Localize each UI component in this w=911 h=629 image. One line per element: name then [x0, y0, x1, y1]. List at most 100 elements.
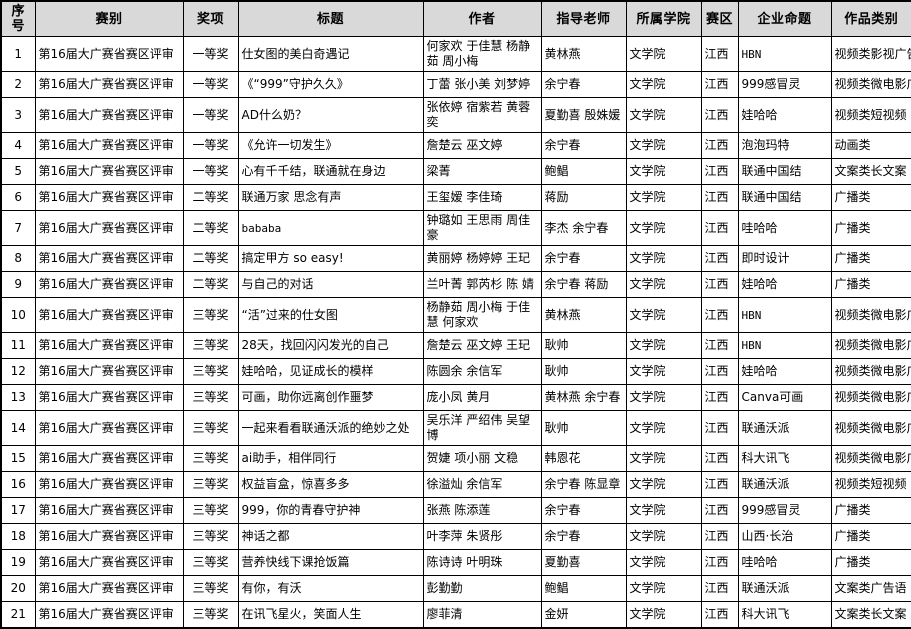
cell-race: 第16届大广赛省赛区评审 [34, 332, 184, 359]
cell-prize: 三等奖 [182, 384, 239, 411]
column-header-topic: 企业命题 [737, 0, 832, 37]
cell-race: 第16届大广赛省赛区评审 [34, 497, 184, 524]
cell-title: 权益盲盒，惊喜多多 [237, 471, 424, 498]
cell-prize: 二等奖 [182, 184, 239, 211]
cell-seq: 12 [0, 358, 36, 385]
cell-seq: 13 [0, 384, 36, 411]
cell-college: 文学院 [625, 601, 702, 628]
cell-title: 999，你的青春守护神 [237, 497, 424, 524]
cell-title: 可画，助你远离创作噩梦 [237, 384, 424, 411]
cell-author: 詹楚云 巫文婷 [422, 132, 542, 159]
cell-race: 第16届大广赛省赛区评审 [34, 97, 184, 133]
cell-cat: 视频类微电影广告 [830, 358, 911, 385]
cell-cat: 视频类短视频 [830, 471, 911, 498]
cell-title: 一起来看看联通沃派的绝妙之处 [237, 410, 424, 446]
cell-college: 文学院 [625, 297, 702, 333]
cell-cat: 广播类 [830, 549, 911, 576]
cell-title: “活”过来的仕女图 [237, 297, 424, 333]
cell-mentor: 余宁春 [540, 132, 627, 159]
cell-seq: 5 [0, 158, 36, 185]
table-row: 15 第16届大广赛省赛区评审 三等奖 ai助手，相伴同行 贺婕 项小丽 文稳 韩恩花 文学… [0, 445, 911, 472]
table-row: 1 第16届大广赛省赛区评审 一等奖 仕女图的美白奇遇记 何家欢 于佳慧 杨静茹 周小梅… [0, 36, 911, 72]
cell-college: 文学院 [625, 358, 702, 385]
cell-zone: 江西 [700, 210, 739, 246]
cell-mentor: 耿帅 [540, 410, 627, 446]
cell-zone: 江西 [700, 271, 739, 298]
column-header-mentor: 指导老师 [540, 0, 627, 37]
cell-mentor: 余宁春 蒋励 [540, 271, 627, 298]
cell-zone: 江西 [700, 384, 739, 411]
cell-mentor: 余宁春 [540, 523, 627, 550]
cell-prize: 一等奖 [182, 71, 239, 98]
cell-race: 第16届大广赛省赛区评审 [34, 158, 184, 185]
cell-author: 钟璐如 王思雨 周佳豪 [422, 210, 542, 246]
cell-author: 徐溢灿 余信军 [422, 471, 542, 498]
cell-zone: 江西 [700, 497, 739, 524]
cell-prize: 三等奖 [182, 410, 239, 446]
cell-mentor: 耿帅 [540, 358, 627, 385]
cell-seq: 7 [0, 210, 36, 246]
cell-college: 文学院 [625, 71, 702, 98]
column-header-race: 赛别 [34, 0, 184, 37]
cell-title: ai助手，相伴同行 [237, 445, 424, 472]
cell-title: 搞定甲方 so easy! [237, 245, 424, 272]
cell-seq: 4 [0, 132, 36, 159]
cell-college: 文学院 [625, 271, 702, 298]
cell-race: 第16届大广赛省赛区评审 [34, 36, 184, 72]
cell-race: 第16届大广赛省赛区评审 [34, 71, 184, 98]
cell-college: 文学院 [625, 184, 702, 211]
cell-race: 第16届大广赛省赛区评审 [34, 445, 184, 472]
cell-author: 陈诗诗 叶明珠 [422, 549, 542, 576]
cell-author: 梁菁 [422, 158, 542, 185]
cell-text: HBN [741, 339, 762, 352]
cell-topic: 科大讯飞 [737, 445, 832, 472]
cell-zone: 江西 [700, 332, 739, 359]
cell-prize: 三等奖 [182, 471, 239, 498]
cell-author: 叶李萍 朱贤彤 [422, 523, 542, 550]
table-header: 序号 赛别 奖项 标题 作者 指导老师 所属学院 赛区 企业命题 作品类别 [0, 0, 911, 37]
cell-mentor: 余宁春 [540, 71, 627, 98]
cell-text: HBN [741, 47, 762, 61]
cell-mentor: 耿帅 [540, 332, 627, 359]
cell-author: 吴乐洋 严绍伟 吴望博 [422, 410, 542, 446]
cell-race: 第16届大广赛省赛区评审 [34, 358, 184, 385]
cell-prize: 三等奖 [182, 523, 239, 550]
cell-title: 娃哈哈，见证成长的模样 [237, 358, 424, 385]
cell-cat: 广播类 [830, 184, 911, 211]
cell-race: 第16届大广赛省赛区评审 [34, 575, 184, 602]
cell-seq: 11 [0, 332, 36, 359]
cell-seq: 9 [0, 271, 36, 298]
cell-author: 兰叶菁 郭芮杉 陈 婧 [422, 271, 542, 298]
cell-college: 文学院 [625, 384, 702, 411]
cell-mentor: 余宁春 陈显章 [540, 471, 627, 498]
table-header-row: 序号 赛别 奖项 标题 作者 指导老师 所属学院 赛区 企业命题 作品类别 [0, 0, 911, 37]
cell-zone: 江西 [700, 523, 739, 550]
table-row: 21 第16届大广赛省赛区评审 三等奖 在讯飞星火，笑面人生 廖菲清 金妍 文学院 江西 科大讯… [0, 601, 911, 628]
cell-college: 文学院 [625, 471, 702, 498]
cell-topic: 联通沃派 [737, 575, 832, 602]
cell-text: bababa [241, 221, 282, 235]
cell-race: 第16届大广赛省赛区评审 [34, 601, 184, 628]
cell-mentor: 黄林燕 余宁春 [540, 384, 627, 411]
cell-topic: 999感冒灵 [737, 497, 832, 524]
cell-prize: 二等奖 [182, 245, 239, 272]
cell-topic: Canva可画 [737, 384, 832, 411]
cell-cat: 广播类 [830, 497, 911, 524]
cell-author: 黄丽婷 杨婷婷 王玘 [422, 245, 542, 272]
cell-cat: 视频类微电影广告 [830, 384, 911, 411]
cell-title: 28天，找回闪闪发光的自己 [237, 332, 424, 359]
cell-author: 陈圆余 余信军 [422, 358, 542, 385]
cell-seq: 19 [0, 549, 36, 576]
cell-college: 文学院 [625, 245, 702, 272]
cell-topic: 娃哈哈 [737, 358, 832, 385]
cell-prize: 一等奖 [182, 36, 239, 72]
cell-title: 与自己的对话 [237, 271, 424, 298]
cell-seq: 8 [0, 245, 36, 272]
cell-race: 第16届大广赛省赛区评审 [34, 384, 184, 411]
cell-race: 第16届大广赛省赛区评审 [34, 549, 184, 576]
table-body: 1 第16届大广赛省赛区评审 一等奖 仕女图的美白奇遇记 何家欢 于佳慧 杨静茹 周小梅… [0, 36, 911, 628]
cell-college: 文学院 [625, 158, 702, 185]
cell-prize: 二等奖 [182, 271, 239, 298]
cell-title: 神话之都 [237, 523, 424, 550]
